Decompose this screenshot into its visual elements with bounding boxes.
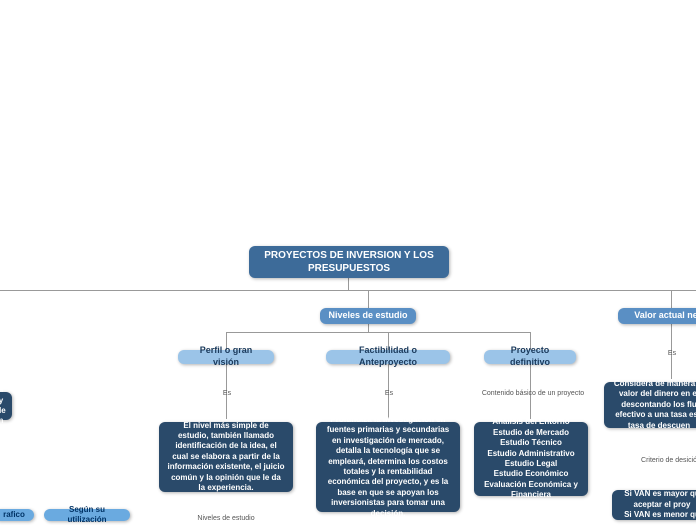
label-es1: Es (222, 390, 232, 397)
leaf-factibilidad[interactable]: Profundiza la investigación en fuentes p… (316, 422, 460, 512)
sub-factibilidad-label: Factibilidad o Anteproyecto (334, 345, 442, 368)
connector (368, 324, 369, 332)
root-node[interactable]: PROYECTOS DE INVERSION Y LOS PRESUPUESTO… (249, 246, 449, 278)
label-contenido: Contenido básico de un proyecto (478, 390, 588, 397)
leaf-van-text: Considera de manera el valor del dinero … (612, 379, 696, 431)
category-van[interactable]: Valor actual neto ( (618, 308, 696, 324)
leaf-factibilidad-text: Profundiza la investigación en fuentes p… (324, 415, 452, 519)
leaf-definitivo-text: Análisis del Entorno Estudio de Mercado … (482, 417, 580, 500)
category-niveles-label: Niveles de estudio (328, 310, 407, 322)
sub-perfil-label: Perfil o gran visión (186, 345, 266, 368)
label-es3: Es (667, 350, 677, 357)
tag-rafico[interactable]: rafico (0, 509, 34, 521)
leaf-perfil-text: El nivel más simple de estudio, también … (167, 421, 285, 494)
connector (348, 278, 349, 290)
sub-definitivo[interactable]: Proyecto definitivo (484, 350, 576, 364)
category-van-label: Valor actual neto ( (634, 310, 696, 322)
sub-definitivo-label: Proyecto definitivo (492, 345, 568, 368)
connector (671, 290, 672, 308)
label-es2: Es (384, 390, 394, 397)
label-criterio: Criterio de desición (636, 457, 696, 464)
leaf-van-criterio[interactable]: Si VAN es mayor qu aceptar el proy Si VA… (612, 490, 696, 520)
leaf-van[interactable]: Considera de manera el valor del dinero … (604, 382, 696, 428)
leaf-van-criterio-text: Si VAN es mayor qu aceptar el proy Si VA… (620, 489, 696, 520)
leaf-perfil[interactable]: El nivel más simple de estudio, también … (159, 422, 293, 492)
leaf-left-partial-text: il y de n (0, 385, 6, 427)
sub-factibilidad[interactable]: Factibilidad o Anteproyecto (326, 350, 450, 364)
root-label: PROYECTOS DE INVERSION Y LOS PRESUPUESTO… (257, 249, 441, 275)
sub-perfil[interactable]: Perfil o gran visión (178, 350, 274, 364)
leaf-left-partial[interactable]: il y de n (0, 392, 12, 420)
connector (0, 290, 696, 291)
connector (226, 332, 530, 333)
leaf-definitivo[interactable]: Análisis del Entorno Estudio de Mercado … (474, 422, 588, 496)
tag-utilizacion-label: Según su utilización (52, 505, 122, 525)
category-niveles[interactable]: Niveles de estudio (320, 308, 416, 324)
tag-utilizacion[interactable]: Según su utilización (44, 509, 130, 521)
connector (368, 290, 369, 308)
label-niveles-bottom: Niveles de estudio (196, 515, 256, 522)
tag-rafico-label: rafico (3, 510, 25, 520)
